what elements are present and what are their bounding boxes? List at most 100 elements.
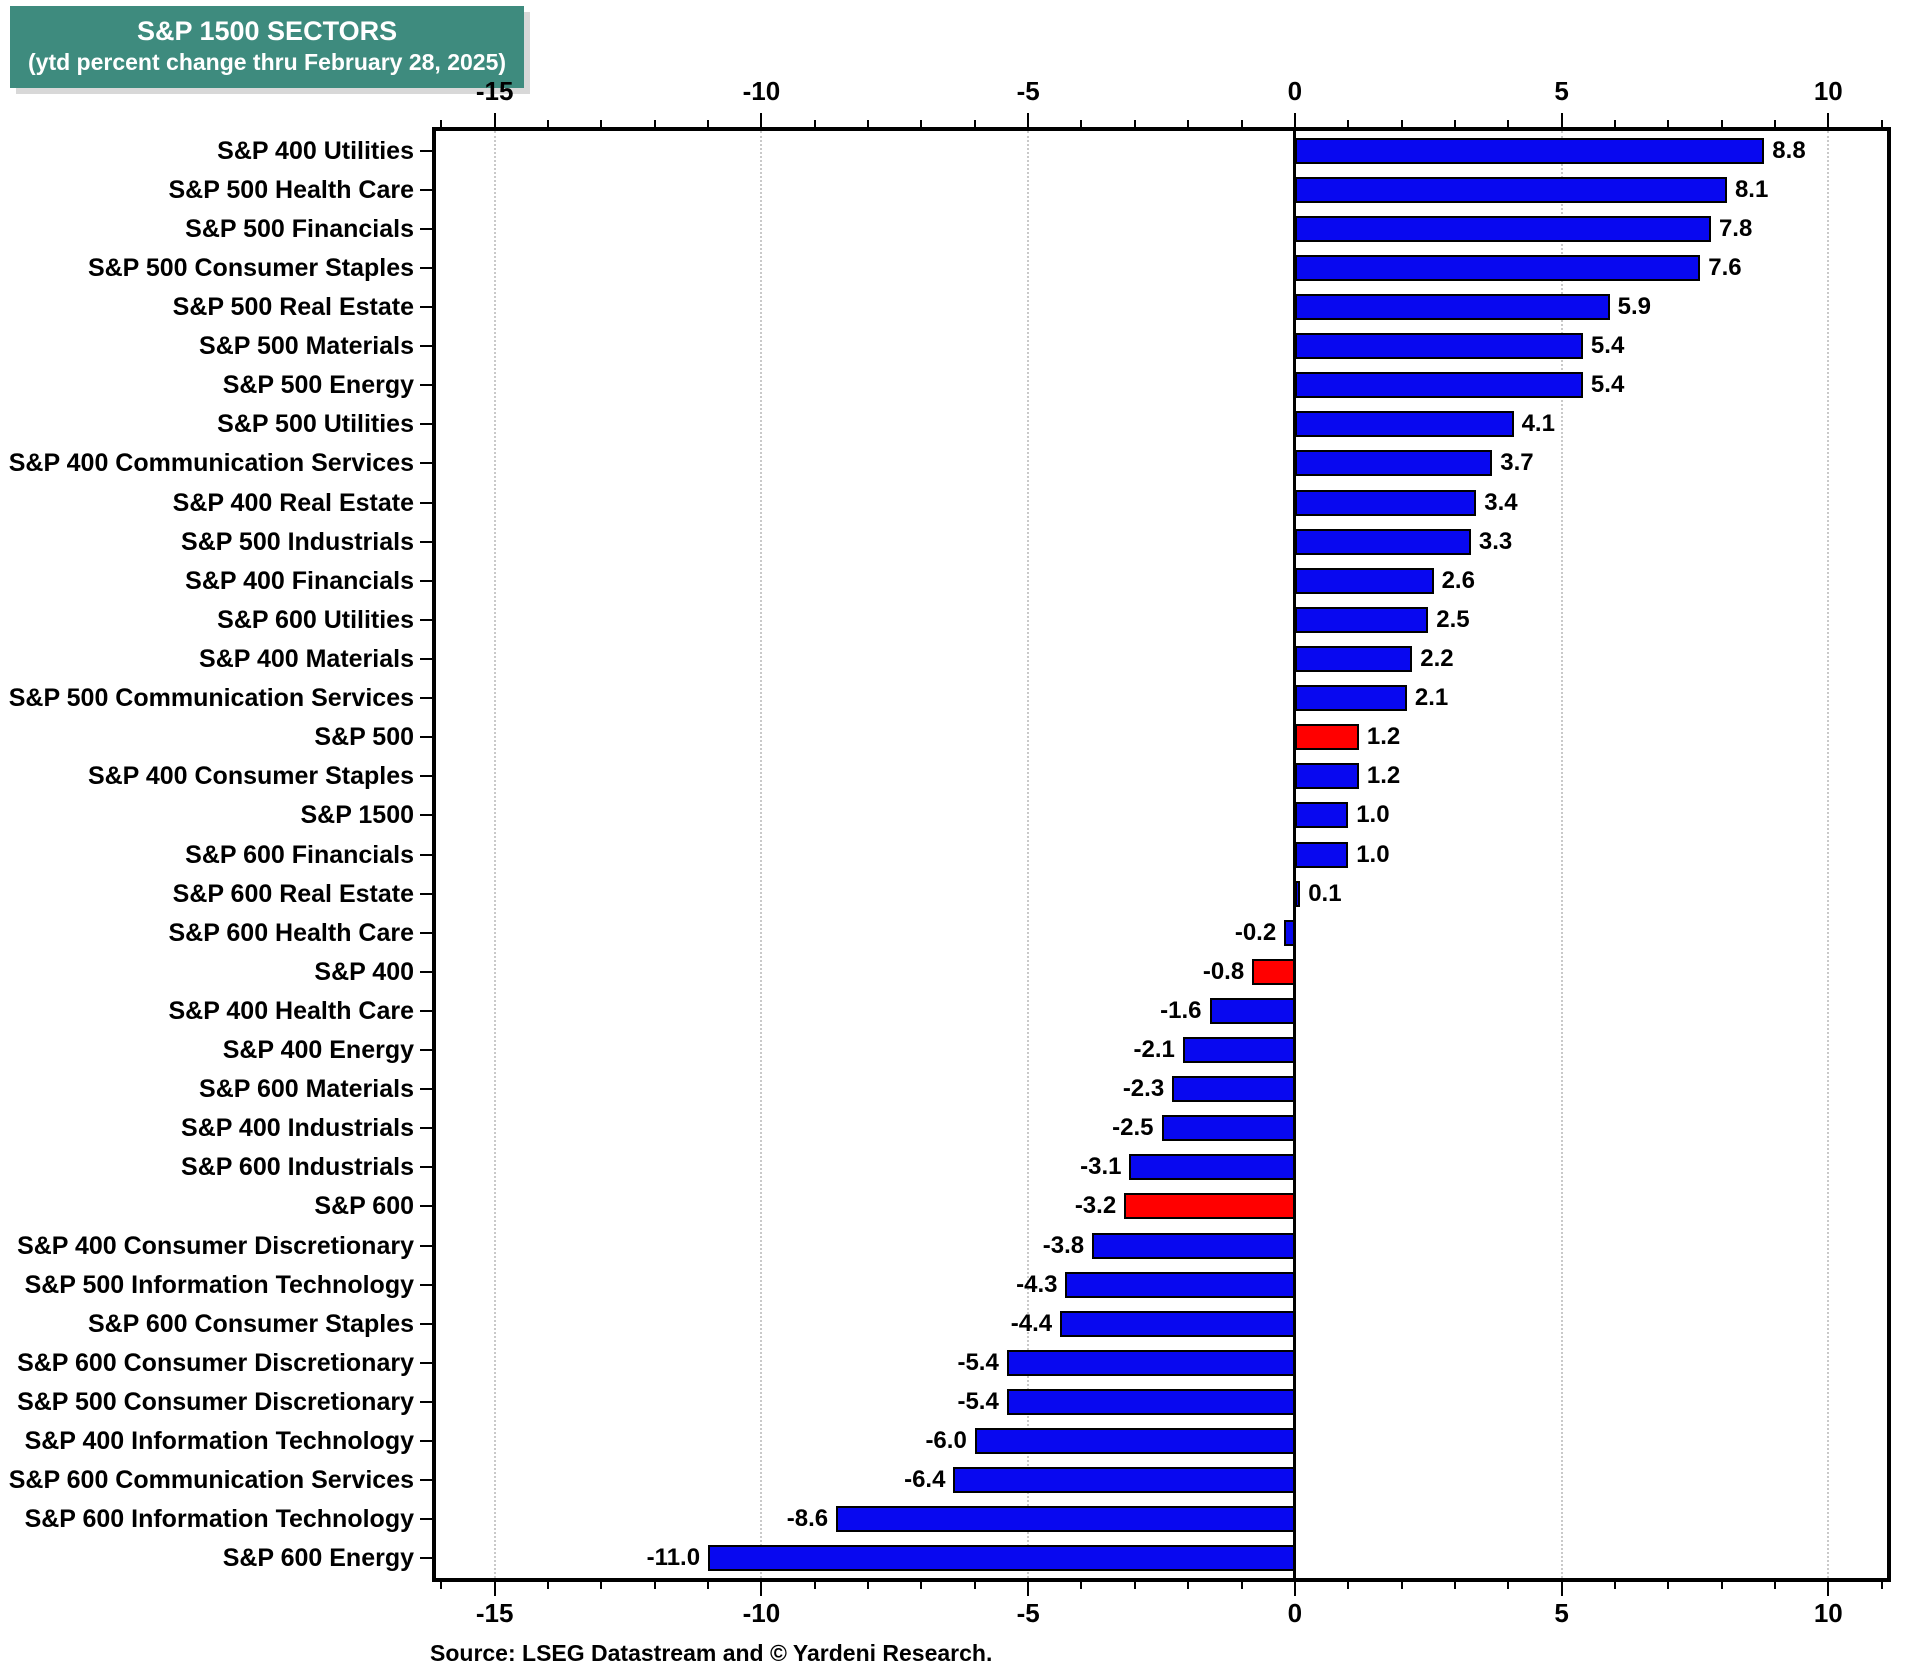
x-tick-top bbox=[653, 120, 656, 127]
x-tick-top bbox=[867, 120, 870, 127]
x-tick-top bbox=[1080, 120, 1083, 127]
bar-value-label: 8.8 bbox=[1772, 136, 1806, 164]
bar bbox=[1294, 137, 1765, 164]
bar-value-label: 1.0 bbox=[1356, 801, 1390, 829]
bar bbox=[1294, 567, 1434, 594]
y-tick bbox=[420, 931, 432, 934]
bar-value-label: 2.2 bbox=[1420, 644, 1454, 672]
x-tick-bottom bbox=[493, 1582, 496, 1596]
chart-title-box: S&P 1500 SECTORS (ytd percent change thr… bbox=[10, 6, 525, 88]
y-tick bbox=[420, 618, 432, 621]
category-label: S&P 400 Consumer Staples bbox=[87, 762, 414, 791]
bar-value-label: -11.0 bbox=[646, 1544, 701, 1572]
y-tick bbox=[420, 1049, 432, 1052]
x-tick-top bbox=[440, 120, 443, 127]
bar-value-label: -5.4 bbox=[957, 1348, 999, 1376]
x-tick-top bbox=[1240, 120, 1243, 127]
y-tick bbox=[420, 1088, 432, 1091]
category-label: S&P 400 Health Care bbox=[168, 996, 415, 1025]
bar-value-label: 3.7 bbox=[1500, 449, 1534, 477]
bar-value-label: -2.1 bbox=[1133, 1036, 1175, 1064]
category-label: S&P 400 bbox=[314, 957, 414, 986]
category-label: S&P 400 Utilities bbox=[217, 136, 414, 165]
x-tick-label: 10 bbox=[1813, 76, 1843, 106]
y-tick bbox=[420, 892, 432, 895]
chart-subtitle: (ytd percent change thru February 28, 20… bbox=[28, 49, 507, 75]
y-tick bbox=[420, 697, 432, 700]
category-label: S&P 500 Communication Services bbox=[8, 684, 414, 713]
y-tick bbox=[420, 1440, 432, 1443]
y-tick bbox=[420, 1205, 432, 1208]
bar-value-label: -6.0 bbox=[925, 1427, 967, 1455]
bar-value-label: 5.4 bbox=[1590, 371, 1625, 399]
bar bbox=[1172, 1076, 1295, 1103]
y-tick bbox=[420, 1479, 432, 1482]
x-tick-bottom bbox=[1613, 1582, 1616, 1589]
bar bbox=[974, 1428, 1295, 1455]
y-tick bbox=[420, 1009, 432, 1012]
x-tick-label: -5 bbox=[1016, 1598, 1040, 1628]
category-label: S&P 500 bbox=[314, 723, 414, 752]
category-label: S&P 600 Real Estate bbox=[172, 879, 414, 908]
category-label: S&P 500 Utilities bbox=[217, 410, 414, 439]
category-label: S&P 1500 bbox=[300, 801, 414, 830]
x-tick-bottom bbox=[1347, 1582, 1350, 1589]
category-label: S&P 500 Financials bbox=[185, 214, 414, 243]
bar-value-label: 2.1 bbox=[1414, 684, 1449, 712]
category-label: S&P 600 Health Care bbox=[168, 918, 415, 947]
category-label: S&P 600 Consumer Staples bbox=[87, 1309, 414, 1338]
x-tick-bottom bbox=[920, 1582, 923, 1589]
x-tick-top bbox=[973, 120, 976, 127]
x-tick-bottom bbox=[813, 1582, 816, 1589]
bar bbox=[1294, 880, 1301, 907]
bar bbox=[1294, 802, 1349, 829]
category-label: S&P 500 Real Estate bbox=[172, 292, 414, 321]
x-tick-top bbox=[1293, 113, 1296, 127]
x-tick-bottom bbox=[653, 1582, 656, 1589]
x-tick-label: 0 bbox=[1287, 76, 1303, 106]
x-tick-top bbox=[1027, 113, 1030, 127]
x-tick-bottom bbox=[1773, 1582, 1776, 1589]
bar bbox=[1006, 1349, 1295, 1376]
x-tick-top bbox=[1880, 120, 1883, 127]
bar-value-label: 5.4 bbox=[1590, 332, 1625, 360]
chart-title: S&P 1500 SECTORS bbox=[136, 16, 398, 46]
y-tick bbox=[420, 1401, 432, 1403]
x-tick-top bbox=[1560, 113, 1563, 127]
bar bbox=[1129, 1154, 1295, 1181]
y-tick bbox=[420, 540, 432, 543]
y-tick bbox=[420, 501, 432, 504]
y-tick bbox=[420, 423, 432, 426]
y-tick bbox=[420, 227, 432, 230]
category-label: S&P 400 Communication Services bbox=[8, 449, 414, 478]
x-tick-bottom bbox=[760, 1582, 763, 1596]
y-tick bbox=[420, 579, 432, 582]
bar-value-label: -1.6 bbox=[1160, 996, 1202, 1024]
x-tick-bottom bbox=[1827, 1582, 1830, 1596]
bar-value-label: -3.8 bbox=[1042, 1231, 1085, 1259]
category-label: S&P 400 Consumer Discretionary bbox=[17, 1231, 414, 1260]
x-tick-top bbox=[1720, 120, 1723, 127]
bar bbox=[1182, 1037, 1295, 1064]
y-tick bbox=[420, 1518, 432, 1521]
category-label: S&P 600 Information Technology bbox=[24, 1505, 414, 1534]
category-label: S&P 400 Industrials bbox=[181, 1114, 414, 1143]
x-tick-bottom bbox=[1240, 1582, 1243, 1589]
x-tick-top bbox=[1400, 120, 1403, 127]
y-tick bbox=[420, 462, 432, 465]
x-tick-label: -15 bbox=[475, 1598, 514, 1628]
x-tick-label: 5 bbox=[1554, 76, 1569, 106]
category-label: S&P 500 Consumer Staples bbox=[87, 253, 414, 282]
bar bbox=[1294, 685, 1407, 712]
bar-value-label: 1.2 bbox=[1366, 723, 1401, 751]
bar bbox=[1252, 958, 1295, 985]
category-label: S&P 400 Materials bbox=[199, 644, 414, 673]
x-tick-bottom bbox=[1453, 1582, 1456, 1589]
bar-value-label: -2.3 bbox=[1122, 1075, 1165, 1103]
y-tick bbox=[420, 266, 432, 269]
y-tick bbox=[420, 1322, 432, 1325]
x-tick-top bbox=[1773, 120, 1776, 127]
category-label: S&P 400 Information Technology bbox=[24, 1427, 414, 1456]
y-tick bbox=[420, 1127, 432, 1130]
